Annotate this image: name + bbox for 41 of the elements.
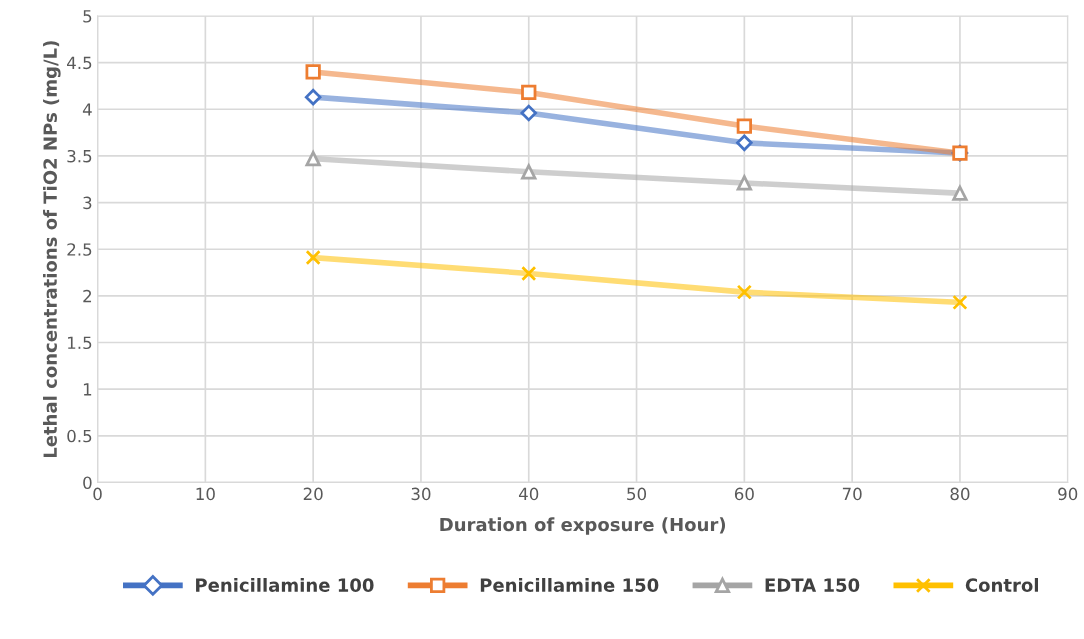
y-tick-label: 2.5 bbox=[67, 243, 92, 256]
point bbox=[521, 265, 537, 282]
y-tick-label: 1 bbox=[83, 383, 92, 396]
point bbox=[521, 164, 537, 180]
y-tick-label: 4.5 bbox=[67, 56, 92, 70]
legend-label: Penicillamine 100 bbox=[196, 577, 374, 592]
legend-label: Control bbox=[965, 577, 1038, 592]
x-tick-label: 50 bbox=[627, 487, 647, 501]
x-axis-title: Duration of exposure (Hour) bbox=[440, 517, 726, 535]
point bbox=[736, 118, 752, 134]
y-tick-label: 2 bbox=[83, 289, 92, 303]
point bbox=[736, 284, 752, 300]
point bbox=[304, 88, 322, 106]
y-tick-label: 0.5 bbox=[67, 429, 92, 443]
y-tick-label: 3.5 bbox=[67, 149, 92, 163]
x-tick-label: 30 bbox=[411, 487, 431, 501]
point bbox=[952, 294, 968, 311]
x-tick-label: 80 bbox=[950, 487, 970, 501]
x-tick-label: 20 bbox=[303, 487, 323, 501]
y-tick-label: 5 bbox=[83, 10, 92, 23]
y-tick-label: 0 bbox=[83, 476, 92, 490]
x-tick-label: 70 bbox=[842, 487, 862, 501]
x-tick-label: 0 bbox=[93, 487, 102, 501]
x-tick-label: 40 bbox=[518, 487, 539, 501]
point bbox=[736, 134, 753, 152]
y-tick-label: 1.5 bbox=[68, 336, 92, 350]
y-tick-label: 3 bbox=[83, 196, 92, 210]
point bbox=[305, 249, 321, 266]
legend-label: Penicillamine 150 bbox=[480, 577, 659, 592]
x-tick-label: 10 bbox=[196, 487, 215, 501]
y-axis-title: Lethal concentrations of TiO2 NPs (mg/L) bbox=[43, 41, 61, 458]
x-tick-label: 60 bbox=[734, 487, 754, 501]
point bbox=[521, 84, 537, 101]
point bbox=[952, 185, 968, 201]
point bbox=[305, 64, 321, 80]
point bbox=[736, 175, 752, 191]
legend-label: EDTA 150 bbox=[765, 578, 860, 592]
x-tick-label: 90 bbox=[1058, 487, 1078, 501]
point bbox=[305, 151, 321, 167]
point bbox=[520, 104, 538, 122]
y-tick-label: 4 bbox=[82, 103, 92, 116]
